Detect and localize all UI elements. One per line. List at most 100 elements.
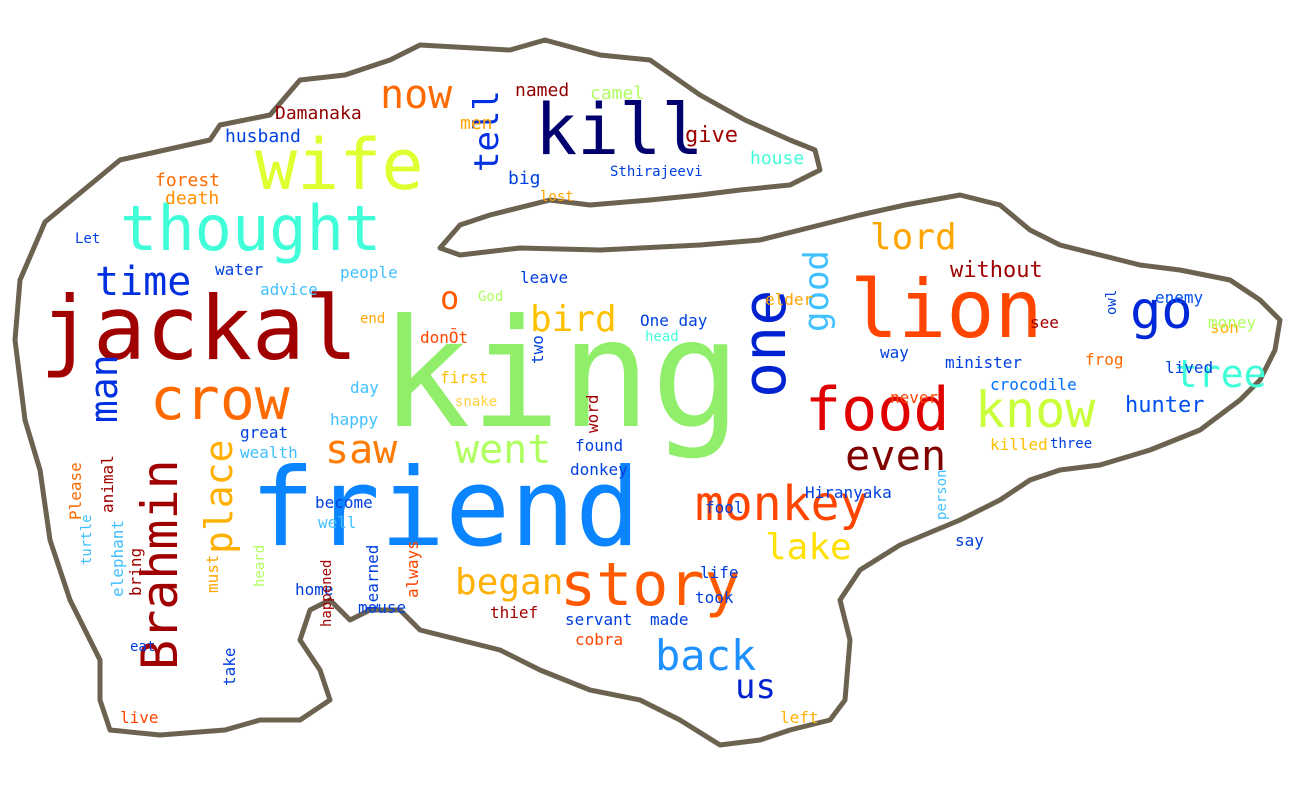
word-fool: fool (705, 498, 744, 517)
word-servant: servant (565, 610, 633, 629)
word-heard: heard (252, 544, 268, 587)
word-story: story (560, 550, 741, 620)
word-without: without (950, 258, 1043, 283)
word-three: three (1050, 436, 1093, 452)
outline-path (12, 37, 1283, 748)
word-friend: friend (250, 446, 641, 571)
word-lived: lived (1165, 358, 1214, 377)
word-man: man (82, 354, 126, 424)
word-must: must (203, 554, 222, 594)
word-son: son (1210, 318, 1239, 337)
word-bird: bird (530, 299, 617, 340)
word-owl: owl (1104, 289, 1120, 316)
word-please: Please (66, 461, 85, 520)
word-frog: frog (1085, 350, 1124, 369)
word-back: back (655, 631, 757, 680)
word-let: Let (75, 231, 101, 247)
word-life: life (700, 563, 739, 582)
word-head: head (645, 329, 679, 345)
word-o: o (440, 279, 460, 317)
word-big: big (508, 168, 541, 189)
word-become: become (315, 493, 373, 512)
word-husband: husband (225, 126, 301, 147)
word-cobra: cobra (575, 630, 624, 649)
word-lion: lion (850, 263, 1043, 356)
word-advice: advice (260, 280, 318, 299)
word-hiranyaka: Hiranyaka (805, 483, 892, 502)
word-bring: bring (126, 547, 145, 596)
word-happy: happy (330, 410, 379, 429)
word-say: say (955, 531, 984, 550)
word-left: left (780, 708, 819, 727)
word-tree: tree (1175, 352, 1267, 396)
word-elephant: elephant (108, 519, 127, 597)
word-lake: lake (765, 527, 852, 568)
word-monkey: monkey (695, 476, 869, 532)
word-thief: thief (490, 603, 539, 622)
word-house: house (750, 148, 805, 169)
word-enemy: enemy (1155, 288, 1204, 307)
word-crocodile: crocodile (990, 375, 1077, 394)
word-money: money (1208, 313, 1257, 332)
word-first: first (440, 368, 489, 387)
word-minister: minister (945, 353, 1023, 372)
word-end: end (360, 311, 386, 327)
word-never: never (890, 388, 939, 407)
word-way: way (880, 343, 909, 362)
word-lord: lord (870, 217, 957, 258)
word-forest: forest (155, 170, 221, 191)
word-go: go (1130, 281, 1193, 341)
word-took: took (695, 588, 734, 607)
word-home: home (295, 580, 334, 599)
word-place: place (197, 439, 241, 554)
word-always: always (403, 539, 422, 598)
word-kill: kill (535, 89, 704, 171)
word-lost: lost (540, 189, 574, 205)
word-wealth: wealth (240, 443, 298, 462)
word-death: death (165, 188, 220, 209)
word-men: men (460, 113, 493, 134)
word-two: two (528, 334, 547, 364)
word-water: water (215, 260, 264, 279)
word-god: God (478, 289, 504, 305)
word-made: made (650, 610, 689, 629)
word-named: named (515, 80, 570, 101)
word-happened: happened (319, 559, 335, 628)
word-us: us (735, 667, 776, 707)
word-leave: leave (520, 268, 569, 287)
word-day: day (350, 378, 379, 397)
word-found: found (575, 436, 624, 455)
word-thought: thought (120, 192, 382, 265)
word-eat: eat (130, 639, 156, 655)
word-time: time (95, 259, 192, 305)
word-mouse: mouse (358, 598, 407, 617)
word-animal: animal (98, 454, 117, 513)
word-began: began (455, 562, 564, 603)
word-jackal: jackal (40, 277, 358, 380)
word-donkey: donkey (570, 460, 628, 479)
word-elder: elder (765, 290, 814, 309)
word-food: food (805, 375, 950, 445)
word-saw: saw (325, 427, 398, 473)
word-see: see (1030, 313, 1059, 332)
word-turtle: turtle (79, 514, 95, 566)
word-person: person (934, 469, 950, 521)
word-take: take (220, 647, 239, 687)
word-snake: snake (455, 394, 498, 410)
word-sthirajeevi: Sthirajeevi (610, 164, 703, 180)
word-well: well (318, 513, 357, 532)
word-crow: crow (150, 365, 290, 433)
word-hunter: hunter (1125, 393, 1205, 418)
word-give: give (685, 123, 738, 148)
word-great: great (240, 423, 289, 442)
word-king: king (380, 288, 742, 462)
word-went: went (455, 427, 552, 473)
word-camel: camel (590, 83, 645, 104)
word-damanaka: Damanaka (275, 103, 362, 124)
word-word: word (583, 394, 602, 434)
word-even: even (845, 431, 947, 480)
word-people: people (340, 263, 398, 282)
word-now: now (380, 72, 453, 118)
